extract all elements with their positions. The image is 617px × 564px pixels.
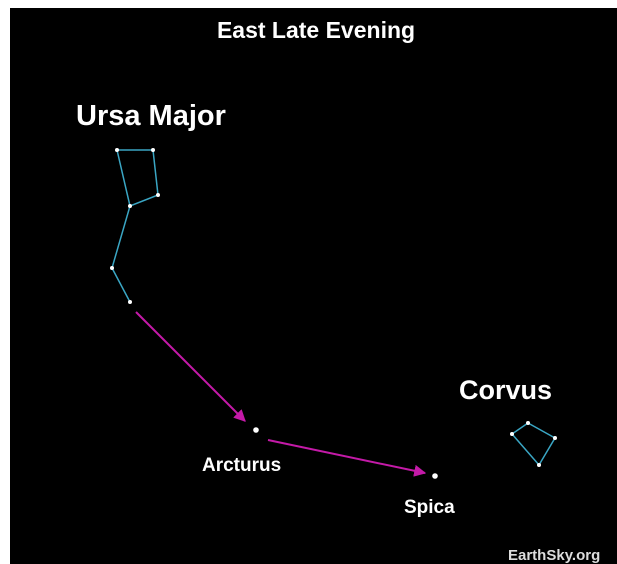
title: East Late Evening xyxy=(217,17,415,43)
stars xyxy=(110,148,557,479)
pointer-arrow xyxy=(267,439,427,477)
constellation-label: Ursa Major xyxy=(76,100,226,132)
star-label: Spica xyxy=(404,497,455,518)
credit: EarthSky.org xyxy=(508,547,600,564)
constellation-label: Corvus xyxy=(459,375,552,405)
background xyxy=(10,8,617,564)
star-label: Arcturus xyxy=(202,455,281,476)
pointer-arrow xyxy=(135,311,246,422)
